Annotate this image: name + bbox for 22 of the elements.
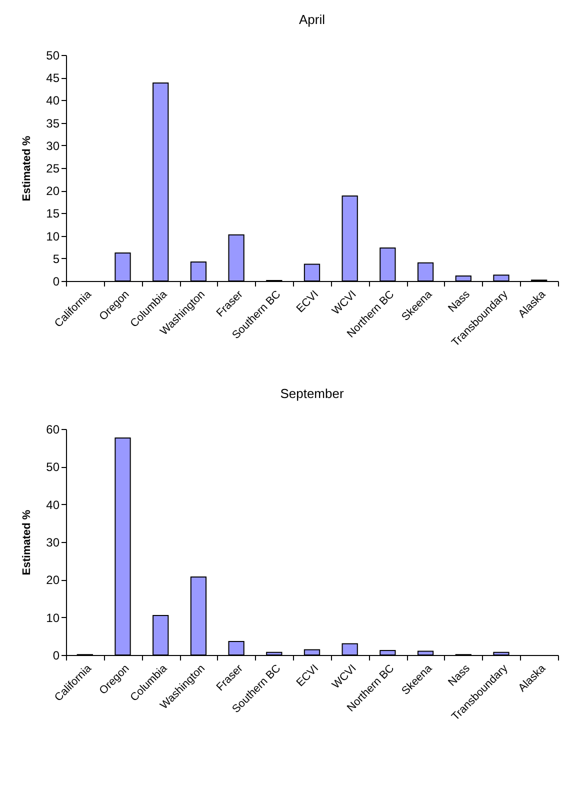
y-tick-label: 0	[52, 274, 60, 288]
y-tick-label: 30	[46, 536, 60, 550]
y-tick-label: 35	[46, 116, 60, 130]
y-tick-label: 50	[46, 460, 60, 474]
y-tick-label: 60	[46, 422, 60, 436]
y-tick-label: 50	[46, 48, 60, 62]
chart-title: September	[280, 386, 344, 401]
y-tick-label: 0	[52, 648, 60, 662]
y-tick-label: 20	[46, 184, 60, 198]
y-tick-label: 15	[46, 206, 60, 221]
y-axis-title: Estimated %	[21, 136, 34, 202]
y-axis-title: Estimated %	[21, 510, 34, 576]
y-tick-label: 40	[46, 94, 60, 108]
y-tick-label: 5	[52, 252, 60, 266]
y-tick-label: 20	[46, 573, 60, 588]
y-tick-label: 25	[46, 162, 60, 176]
y-tick-label: 10	[46, 229, 60, 244]
chart-title: April	[298, 12, 326, 27]
y-tick-label: 10	[46, 610, 60, 625]
y-tick-label: 45	[46, 71, 60, 86]
y-tick-label: 40	[46, 498, 60, 512]
y-tick-label: 30	[46, 138, 60, 153]
